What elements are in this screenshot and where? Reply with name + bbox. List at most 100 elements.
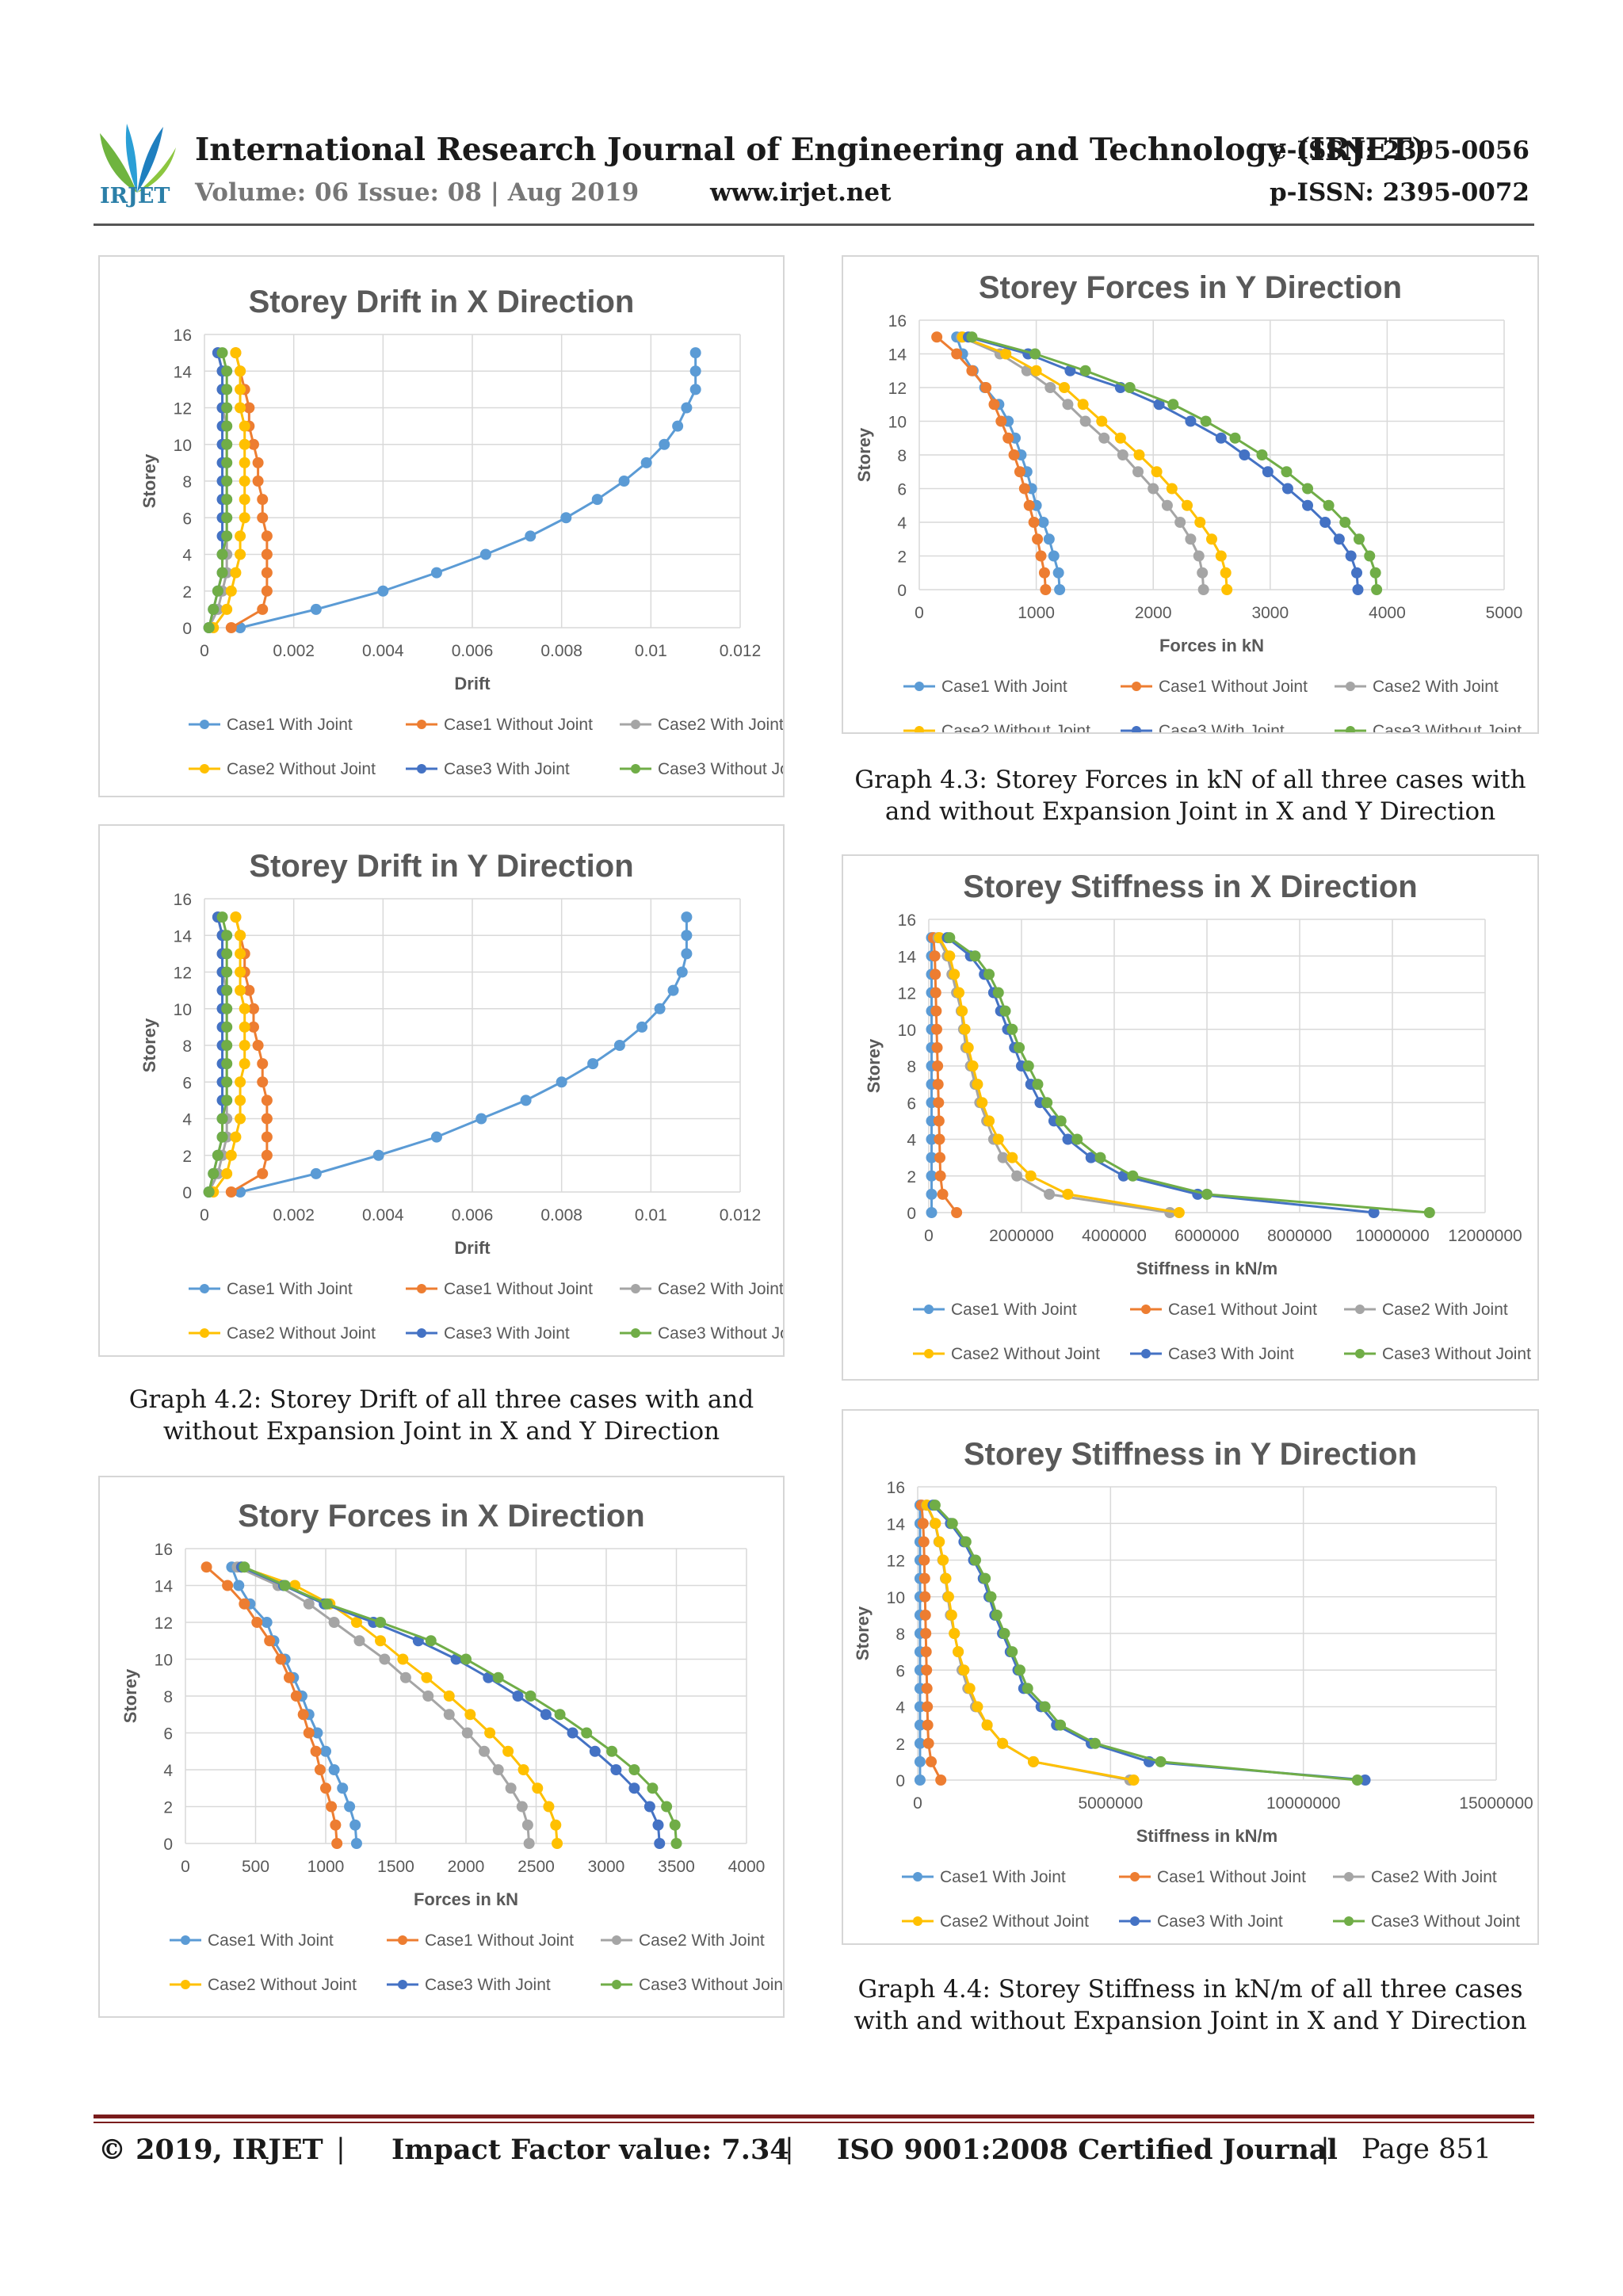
data-point [1182, 499, 1193, 511]
data-point [221, 1058, 233, 1070]
data-point [983, 1115, 995, 1127]
legend-label: Case1 Without Joint [444, 716, 593, 734]
data-point [239, 476, 250, 487]
data-point [1096, 415, 1108, 427]
data-point [1352, 584, 1364, 595]
y-axis-label: Storey [864, 1038, 884, 1093]
legend-label: Case3 Without Joint [658, 760, 783, 778]
data-point [914, 1755, 926, 1767]
data-point [314, 1764, 326, 1775]
data-point [230, 567, 242, 579]
data-point [1174, 517, 1186, 528]
data-point [962, 1041, 974, 1053]
x-tick-label: 10000000 [1266, 1794, 1340, 1813]
data-point [667, 984, 679, 996]
x-tick-label: 2000000 [989, 1227, 1054, 1245]
data-point [1114, 432, 1126, 444]
x-tick-label: 0 [915, 604, 924, 622]
data-point [235, 1095, 246, 1106]
legend-label: Case3 With Joint [444, 1324, 570, 1343]
data-point [261, 1131, 273, 1143]
data-point [221, 438, 233, 450]
caption-graph-4-2: Graph 4.2: Storey Drift of all three cas… [128, 1385, 754, 1446]
irjet-logo-icon [100, 124, 176, 193]
data-point [976, 1097, 988, 1109]
data-point [479, 1745, 491, 1757]
data-point [992, 1133, 1004, 1145]
data-point [1062, 1188, 1074, 1200]
legend-item: Case3 With Joint [1130, 1345, 1294, 1363]
series-line [208, 916, 228, 1193]
y-tick-label: 10 [155, 1652, 173, 1670]
x-axis-label: Drift [454, 1238, 491, 1258]
legend-marker [1141, 1349, 1151, 1358]
data-point [208, 1167, 220, 1179]
data-point [980, 1572, 991, 1584]
data-point [1035, 550, 1047, 562]
data-point [257, 1076, 269, 1088]
chart-title: Storey Stiffness in X Direction [963, 869, 1417, 904]
data-point [372, 1149, 384, 1161]
y-tick-label: 8 [896, 1626, 905, 1644]
data-point [1323, 499, 1335, 511]
data-point [239, 1058, 250, 1070]
data-point [926, 1755, 938, 1767]
chart-svg: Story Forces in X Direction 0 500 1000 1500 2… [120, 1499, 783, 1994]
y-tick-label: 14 [888, 346, 907, 365]
data-point [670, 1838, 682, 1849]
chart-storey-stiffness-x: Storey Stiffness in X Direction 0 2000000 4… [842, 854, 1539, 1381]
legend-item: Case3 Without Joint [1333, 1912, 1520, 1931]
data-point [938, 1554, 949, 1566]
legend-marker [1130, 1872, 1140, 1881]
data-point [659, 438, 670, 450]
data-point [1089, 1737, 1101, 1749]
legend-item: Case1 With Joint [189, 716, 353, 734]
data-point [1055, 1719, 1067, 1731]
data-point [1008, 449, 1020, 460]
data-point [1124, 382, 1136, 393]
data-point [1022, 1060, 1034, 1072]
legend-label: Case3 Without Joint [1373, 722, 1522, 732]
data-point [430, 1131, 442, 1143]
data-point [1014, 1664, 1025, 1676]
legend-marker [200, 720, 209, 729]
data-point [1043, 533, 1055, 545]
data-point [681, 930, 693, 942]
data-point [1194, 517, 1206, 528]
data-point [521, 1819, 533, 1831]
data-point [918, 1536, 930, 1548]
data-point [330, 1819, 342, 1831]
legend-marker [1355, 1349, 1365, 1358]
data-point [1077, 399, 1089, 411]
legend-label: Case2 Without Joint [941, 722, 1090, 732]
data-point [959, 1023, 971, 1035]
data-point [610, 1764, 622, 1775]
data-point [914, 1719, 926, 1731]
x-tick-label: 0.008 [540, 1206, 582, 1224]
data-point [652, 1819, 664, 1831]
data-point [221, 1076, 233, 1088]
data-point [1062, 399, 1074, 411]
legend-marker [417, 1328, 426, 1338]
data-point [1319, 517, 1331, 528]
data-point [203, 622, 215, 633]
data-point [221, 948, 233, 960]
data-point [225, 585, 237, 597]
series-line [932, 938, 958, 1213]
data-point [216, 548, 228, 560]
data-point [344, 1801, 356, 1813]
data-point [349, 1819, 361, 1831]
data-point [930, 1518, 941, 1530]
data-point [247, 1003, 259, 1014]
y-axis-label: Storey [853, 1606, 873, 1660]
legend-item: Case2 Without Joint [903, 722, 1090, 732]
data-point [929, 1499, 941, 1511]
data-point [303, 1598, 315, 1610]
data-point [525, 530, 537, 542]
legend-item: Case3 With Joint [1121, 722, 1285, 732]
website-link[interactable]: www.irjet.net [710, 178, 892, 207]
legend-marker [398, 1980, 407, 1989]
data-point [930, 968, 941, 980]
data-point [1353, 533, 1365, 545]
data-point [212, 1149, 223, 1161]
